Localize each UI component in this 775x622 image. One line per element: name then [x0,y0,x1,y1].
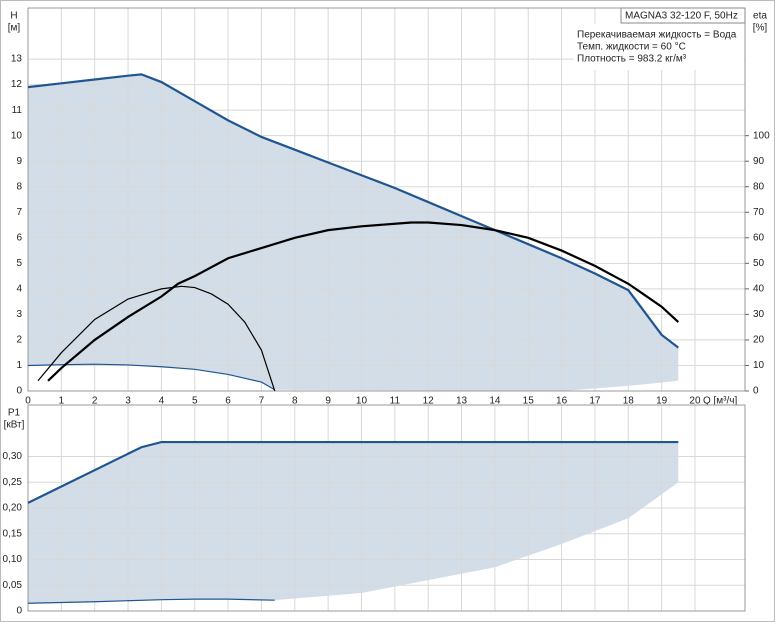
plot-frame [27,404,746,612]
x-tick-label: 4 [159,396,165,407]
y-tick-label: 13 [11,54,23,65]
info-line: Темп. жидкости = 60 °C [577,42,686,53]
y-tick-label: 0,05 [3,580,23,591]
y-tick-label: 6 [16,232,22,243]
x-tick-label: 1 [59,396,65,407]
y-tick-label: 5 [16,258,22,269]
y-tick-label: 8 [16,181,22,192]
y-tick-label: 0,10 [3,554,23,565]
x-tick-label: 12 [423,396,435,407]
curve [27,598,275,604]
y-tick-label: 0 [16,606,22,617]
info-line: Перекачиваемая жидкость = Вода [577,30,737,41]
info-background [574,24,744,70]
x-tick-label: 15 [523,396,535,407]
y2-tick-label: 30 [753,309,765,320]
y-tick-label: 1 [16,360,22,371]
y-tick-label: 12 [11,79,23,90]
curve [47,221,680,382]
y2-tick-label: 0 [753,386,759,397]
x-tick-label: 16 [556,396,568,407]
x-axis-label: Q [м³/ч] [703,396,738,407]
y-tick-label: 11 [12,105,23,116]
y-axis-label: H [10,11,17,22]
y2-tick-label: 20 [753,335,765,346]
y-tick-label: 0 [16,386,22,397]
y-tick-label: 0,25 [3,477,23,488]
y-tick-label: 7 [16,207,22,218]
y2-tick-label: 40 [753,284,765,295]
x-tick-label: 17 [589,396,601,407]
y-tick-label: 3 [16,309,22,320]
x-tick-label: 13 [456,396,468,407]
x-tick-label: 20 [689,396,701,407]
x-tick-label: 5 [192,396,198,407]
x-tick-label: 9 [325,396,331,407]
curve [27,73,679,349]
x-tick-label: 18 [623,396,635,407]
y2-tick-label: 50 [753,258,765,269]
info-line: Плотность = 983.2 кг/м³ [577,54,687,65]
y-tick-label: 0,30 [3,451,23,462]
curve [37,285,276,392]
x-tick-label: 10 [356,396,368,407]
x-tick-label: 3 [125,396,131,407]
x-tick-label: 6 [225,396,231,407]
y-tick-label: 2 [16,335,22,346]
y-tick-label: 0,20 [3,503,23,514]
y-tick-label: 10 [11,130,23,141]
y2-tick-label: 60 [753,232,765,243]
operating-area [28,74,679,392]
curve [27,363,276,391]
x-tick-label: 11 [390,396,401,407]
info-title-box [620,7,746,24]
x-tick-label: 0 [25,396,31,407]
y2-tick-label: 100 [753,130,770,141]
y-axis-label: P1 [8,408,21,419]
x-tick-label: 8 [292,396,298,407]
info-title: MAGNA3 32-120 F, 50Hz [625,11,738,22]
y-axis-unit: [кВт] [4,420,25,431]
y-tick-label: 4 [16,284,22,295]
x-tick-label: 2 [92,396,98,407]
y-tick-label: 0,15 [3,528,23,539]
x-tick-label: 14 [489,396,501,407]
y-tick-label: 9 [16,156,22,167]
x-tick-label: 19 [656,396,668,407]
y2-axis-label: eta [753,11,767,22]
y2-axis-unit: [%] [753,23,768,34]
y2-tick-label: 90 [753,156,765,167]
y2-tick-label: 70 [753,207,765,218]
x-tick-label: 7 [259,396,265,407]
y2-tick-label: 80 [753,181,765,192]
curve [27,440,679,504]
operating-area [28,442,679,604]
y-axis-unit: [м] [8,23,21,34]
y2-tick-label: 10 [753,360,765,371]
plot-frame [27,7,746,392]
